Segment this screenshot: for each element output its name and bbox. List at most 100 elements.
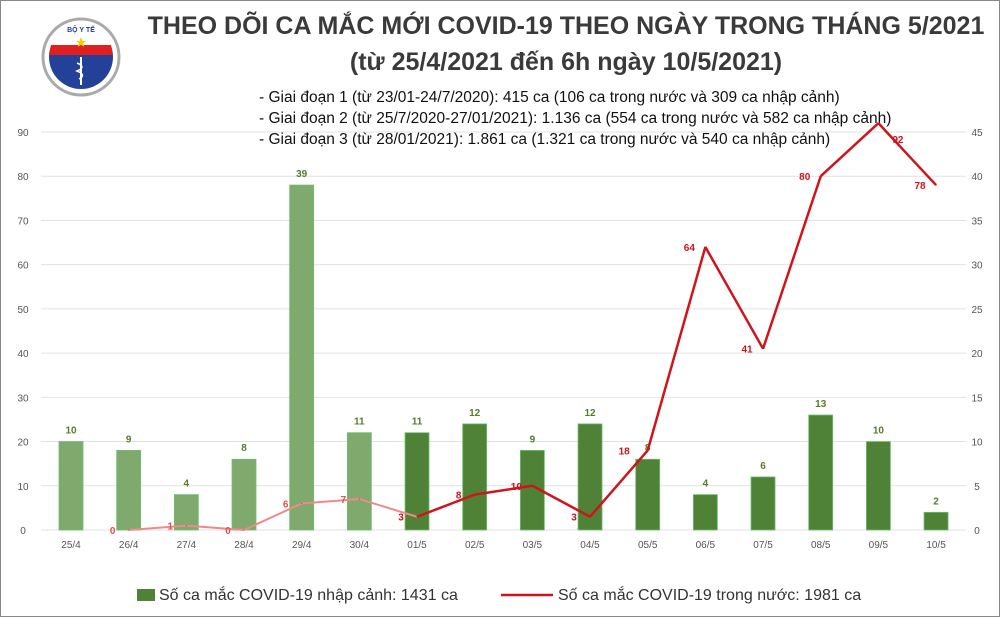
line-segment (819, 122, 880, 178)
line-data-label: 7 (341, 495, 347, 506)
line-data-label: 3 (571, 513, 577, 524)
x-axis-tick: 10/5 (926, 540, 946, 551)
line-data-label: 92 (892, 135, 904, 146)
right-axis-tick: 5 (974, 482, 980, 493)
bar (865, 441, 891, 531)
line-segment (704, 246, 765, 350)
left-axis-tick: 90 (17, 128, 29, 139)
left-axis-tick: 40 (17, 349, 29, 360)
line-segment (243, 502, 303, 531)
line-segment (128, 524, 187, 531)
x-axis-tick: 07/5 (753, 540, 773, 551)
bar-data-label: 12 (584, 408, 596, 419)
line-segment (589, 449, 649, 518)
line-segment (301, 498, 360, 505)
bar-data-label: 4 (703, 479, 709, 490)
x-axis-tick: 06/5 (696, 540, 716, 551)
line-segment (646, 246, 707, 451)
bar (635, 458, 661, 531)
line-point (416, 516, 418, 518)
line-point (704, 246, 706, 248)
bar-data-label: 9 (126, 434, 132, 445)
bar-data-label: 39 (296, 169, 308, 180)
left-axis-tick: 30 (17, 393, 29, 404)
bar (923, 511, 949, 531)
line-segment (877, 122, 937, 186)
x-axis-tick: 01/5 (407, 540, 427, 551)
line-point (358, 498, 360, 500)
bar-data-label: 6 (760, 461, 766, 472)
right-axis-tick: 15 (971, 393, 983, 404)
bar (231, 458, 257, 531)
svg-text:BỘ Y TẾ: BỘ Y TẾ (67, 24, 95, 34)
bar-data-label: 10 (873, 426, 885, 437)
line-point (243, 529, 245, 531)
line-data-label: 64 (684, 243, 696, 254)
line-point (877, 122, 879, 124)
note-phase-3: - Giai đoạn 3 (từ 28/01/2021): 1.861 ca … (259, 131, 831, 148)
line-point (185, 525, 187, 527)
line-point (589, 516, 591, 518)
right-axis-tick: 30 (971, 261, 983, 272)
line-point (820, 175, 822, 177)
line-point (531, 485, 533, 487)
left-axis-tick: 70 (17, 216, 29, 227)
bar (750, 476, 776, 531)
line-segment (531, 484, 591, 518)
left-axis-tick: 50 (17, 305, 29, 316)
line-data-label: 6 (283, 499, 289, 510)
bar-data-label: 13 (815, 399, 827, 410)
right-axis-tick: 45 (971, 128, 983, 139)
line-point (301, 502, 303, 504)
right-axis-tick: 0 (974, 526, 980, 537)
legend-label-bar: Số ca mắc COVID-19 nhập cảnh: 1431 ca (159, 585, 458, 604)
left-axis-tick: 20 (17, 438, 29, 449)
chart-title: THEO DÕI CA MẮC MỚI COVID-19 THEO NGÀY T… (131, 11, 1000, 41)
line-data-label: 0 (225, 526, 231, 537)
note-phase-2: - Giai đoạn 2 (từ 25/7/2020-27/01/2021):… (259, 110, 892, 127)
bar-data-label: 11 (412, 417, 423, 428)
bar-data-label: 11 (354, 417, 365, 428)
bar (116, 449, 142, 531)
bar-data-label: 9 (530, 434, 536, 445)
bar (173, 494, 199, 531)
x-axis-tick: 30/4 (350, 540, 370, 551)
chart-subtitle: (từ 25/4/2021 đến 6h ngày 10/5/2021) (131, 47, 1000, 77)
x-axis-tick: 27/4 (177, 540, 197, 551)
bar (289, 184, 315, 531)
line-data-label: 78 (914, 181, 926, 192)
chart-title-text: THEO DÕI CA MẮC MỚI COVID-19 THEO NGÀY T… (147, 12, 985, 40)
x-axis-tick: 28/4 (234, 540, 254, 551)
chart-subtitle-text: (từ 25/4/2021 đến 6h ngày 10/5/2021) (349, 48, 783, 76)
line-data-label: 8 (456, 491, 462, 502)
legend-swatch-bar (137, 589, 155, 601)
left-axis-tick: 80 (17, 172, 29, 183)
line-data-label: 41 (741, 345, 753, 356)
bar (346, 432, 372, 531)
right-axis-tick: 20 (971, 349, 983, 360)
x-axis-tick: 05/5 (638, 540, 658, 551)
left-axis-tick: 10 (17, 482, 29, 493)
bar (692, 494, 718, 531)
bar-data-label: 8 (241, 443, 247, 454)
bar-data-label: 2 (933, 496, 939, 507)
line-data-label: 10 (511, 482, 523, 493)
note-phase-1: - Giai đoạn 1 (từ 23/01-24/7/2020): 415 … (259, 89, 840, 106)
line-point (474, 494, 476, 496)
x-axis-tick: 03/5 (523, 540, 543, 551)
bar (808, 414, 834, 531)
line-segment (186, 524, 245, 531)
legend-label-line: Số ca mắc COVID-19 trong nước: 1981 ca (558, 585, 861, 604)
right-axis-tick: 10 (971, 438, 983, 449)
logo-emblem: BỘ Y TẾ (41, 17, 121, 97)
bar-data-label: 12 (469, 408, 481, 419)
line-data-label: 3 (398, 513, 404, 524)
bar-data-label: 4 (184, 479, 190, 490)
x-axis-tick: 25/4 (61, 540, 81, 551)
line-point (128, 529, 130, 531)
left-axis-tick: 0 (20, 526, 26, 537)
x-axis-tick: 02/5 (465, 540, 485, 551)
line-point (647, 449, 649, 451)
